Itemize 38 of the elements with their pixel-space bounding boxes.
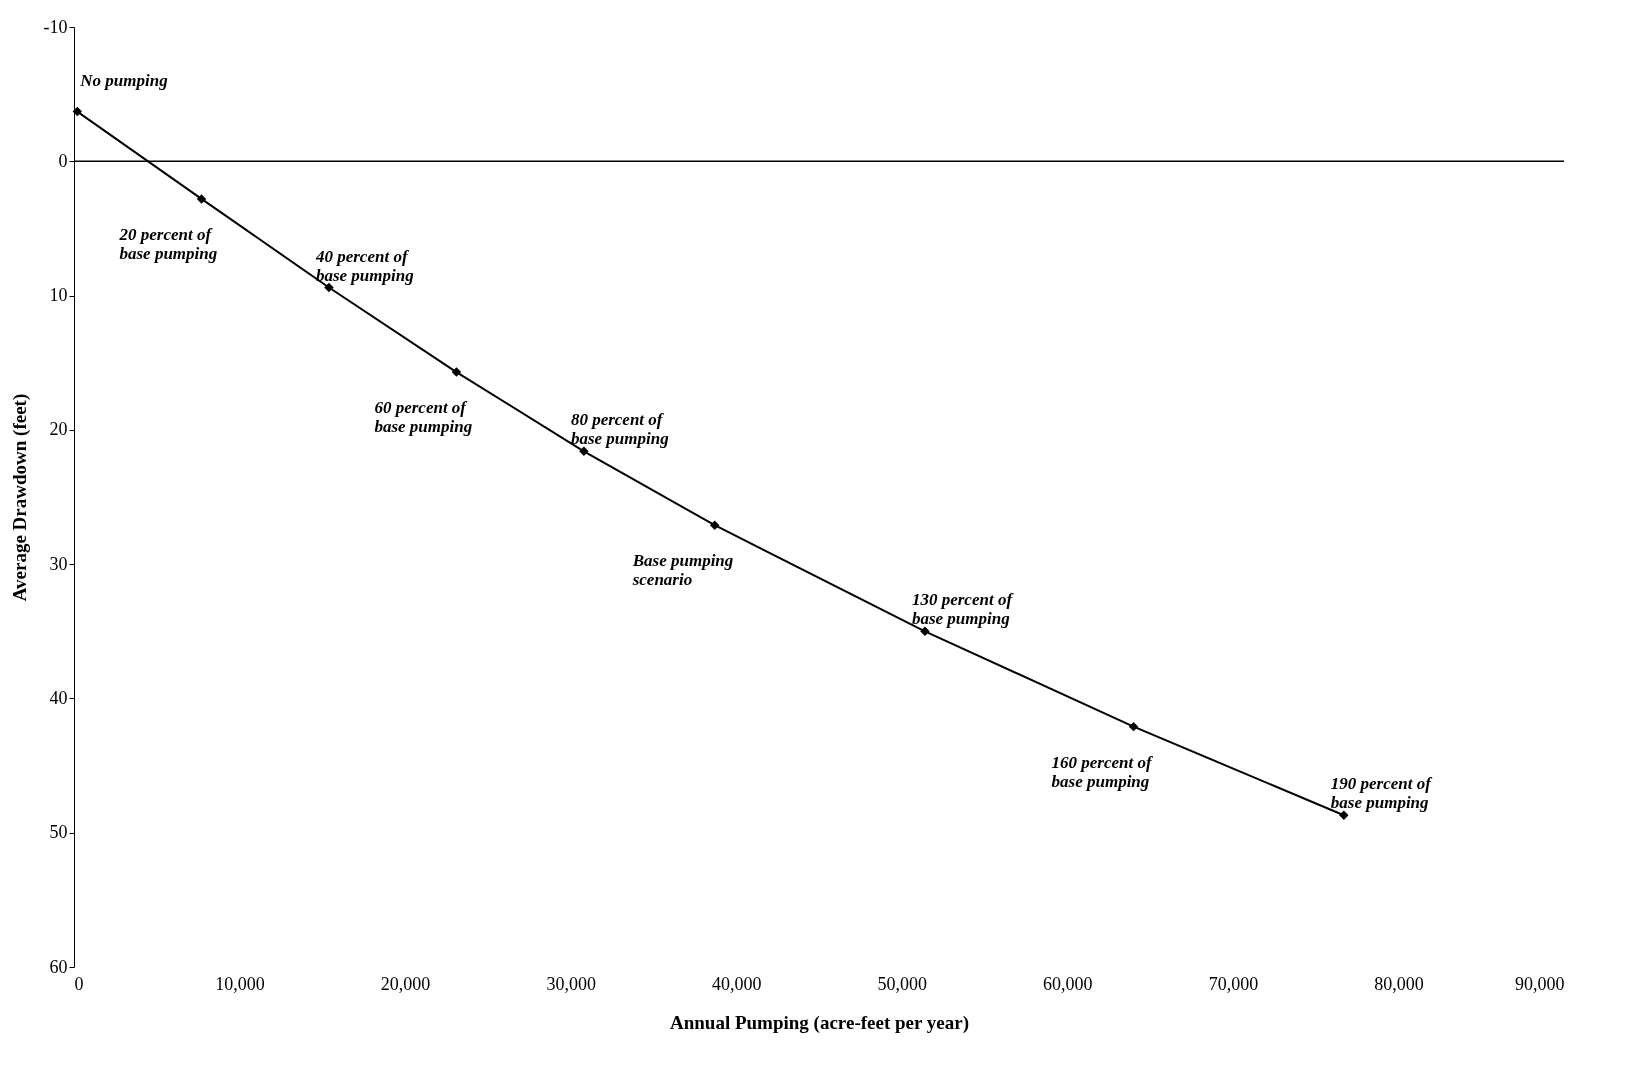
annotation: Base pumping scenario xyxy=(631,551,734,590)
annotation: 190 percent of base pumping xyxy=(1330,774,1434,813)
x-axis-title: Annual Pumping (acre-feet per year) xyxy=(669,1011,970,1034)
y-tick-label: -10 xyxy=(43,16,68,37)
point xyxy=(709,520,720,530)
x-tick-label: 30,000 xyxy=(546,973,596,994)
point xyxy=(1339,810,1349,820)
x-tick-label: 20,000 xyxy=(380,973,431,994)
x-tick-label: 80,000 xyxy=(1374,973,1424,994)
x-tick-label: 40,000 xyxy=(711,973,762,994)
point xyxy=(451,367,462,377)
y-tick-label: 10 xyxy=(49,285,68,306)
x-tick-label: 60,000 xyxy=(1043,973,1093,994)
y-tick-label: 30 xyxy=(49,553,68,574)
point xyxy=(196,194,207,204)
annotation: 20 percent of base pumping xyxy=(118,224,218,263)
annotation: No pumping xyxy=(79,70,169,90)
y-axis-title: Average Drawdown (feet) xyxy=(8,393,31,602)
point xyxy=(579,446,589,457)
annotation: 40 percent of base pumping xyxy=(314,246,415,285)
y-tick-label: 40 xyxy=(49,687,68,708)
y-tick-label: 20 xyxy=(49,419,68,440)
y-tick-label: 60 xyxy=(49,956,68,977)
y-tick-label: 50 xyxy=(49,822,68,843)
x-tick-label: 90,000 xyxy=(1515,973,1565,994)
y-tick-label: 0 xyxy=(58,150,68,171)
annotation: 60 percent of base pumping xyxy=(374,398,473,437)
x-tick-label: 0 xyxy=(74,973,84,994)
x-tick-label: 50,000 xyxy=(877,973,928,994)
x-tick-label: 10,000 xyxy=(215,973,265,994)
annotation: 160 percent of base pumping xyxy=(1051,752,1154,791)
x-tick-label: 70,000 xyxy=(1208,973,1259,994)
point xyxy=(920,626,930,637)
point xyxy=(1128,721,1139,732)
annotation: 130 percent of base pumping xyxy=(911,590,1015,629)
point xyxy=(72,106,83,117)
annotation: 80 percent of base pumping xyxy=(570,410,670,449)
point xyxy=(324,282,334,293)
